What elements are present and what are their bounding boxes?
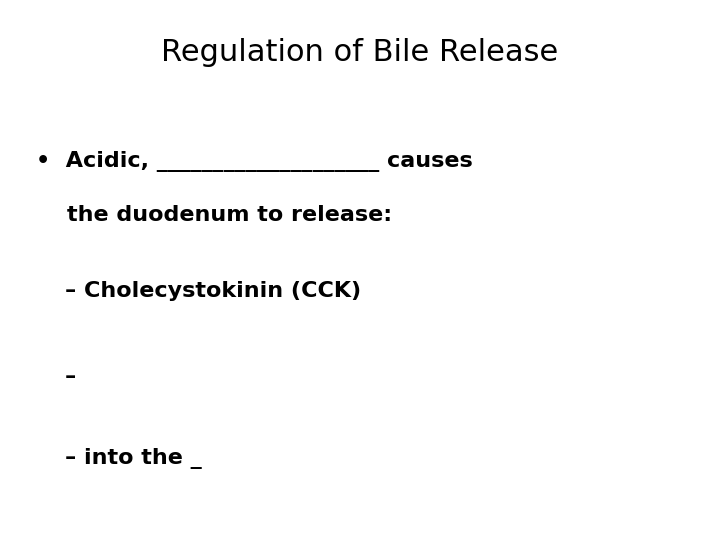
Text: –: – [65,367,76,387]
Text: – Cholecystokinin (CCK): – Cholecystokinin (CCK) [65,281,361,301]
Text: – into the _: – into the _ [65,448,202,469]
Text: the duodenum to release:: the duodenum to release: [36,205,392,225]
Text: •  Acidic, ____________________ causes: • Acidic, ____________________ causes [36,151,473,172]
Text: Regulation of Bile Release: Regulation of Bile Release [161,38,559,67]
